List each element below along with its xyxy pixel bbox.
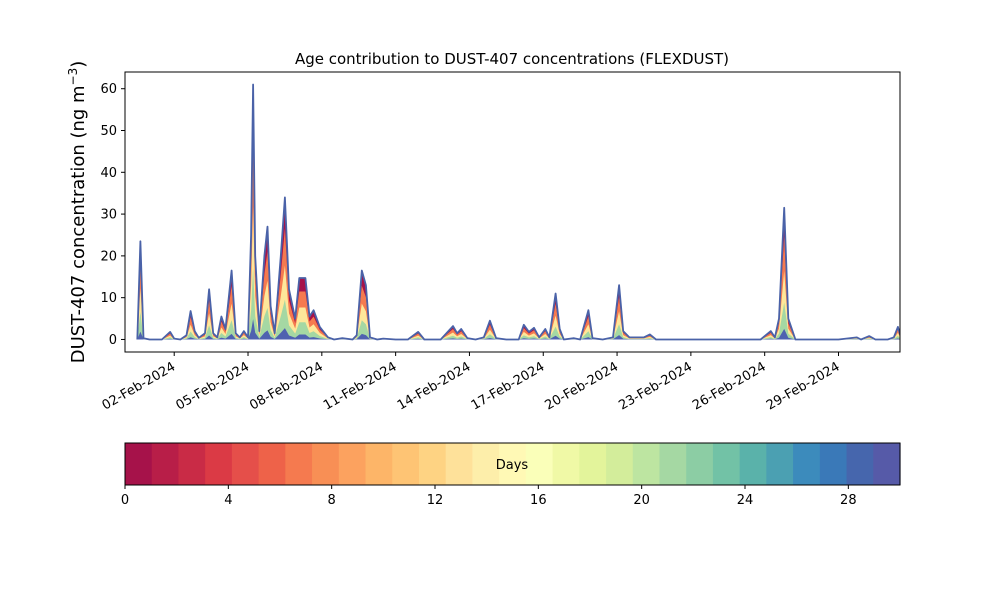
colorbar-segment: [793, 443, 821, 485]
x-tick-label: 20-Feb-2024: [543, 359, 622, 413]
colorbar-segment: [499, 443, 527, 485]
x-tick-label: 05-Feb-2024: [173, 359, 252, 413]
y-tick-label: 60: [100, 82, 117, 97]
colorbar-segment: [873, 443, 901, 485]
colorbar: [125, 443, 901, 485]
colorbar-segment: [632, 443, 661, 485]
y-axis-label-close: ): [68, 61, 89, 68]
colorbar-segment: [579, 443, 607, 485]
colorbar-tick-label: 4: [224, 493, 232, 508]
colorbar-segment: [606, 443, 634, 485]
x-tick-label: 23-Feb-2024: [616, 359, 695, 413]
colorbar-segment: [712, 443, 741, 485]
colorbar-segment: [472, 443, 500, 485]
x-tick-label: 26-Feb-2024: [690, 359, 769, 413]
colorbar-tick-label: 24: [737, 493, 754, 508]
colorbar-segment: [365, 443, 393, 485]
colorbar-segment: [552, 443, 580, 485]
colorbar-segment: [258, 443, 286, 485]
colorbar-segment: [686, 443, 714, 485]
y-tick-label: 40: [100, 166, 117, 181]
colorbar-segment: [525, 443, 554, 485]
colorbar-segment: [178, 443, 206, 485]
colorbar-segment: [739, 443, 767, 485]
x-axis: 02-Feb-202405-Feb-202408-Feb-202411-Feb-…: [100, 352, 843, 413]
x-tick-label: 11-Feb-2024: [321, 359, 400, 413]
y-tick-label: 10: [100, 291, 117, 306]
colorbar-tick-label: 28: [840, 493, 857, 508]
colorbar-segment: [846, 443, 874, 485]
y-tick-label: 0: [109, 333, 117, 348]
colorbar-tick-label: 16: [530, 493, 547, 508]
colorbar-frame: [124, 442, 901, 486]
y-axis-label: DUST-407 concentration (ng m−3): [66, 61, 89, 364]
colorbar-segment: [125, 443, 153, 485]
x-tick-label: 29-Feb-2024: [764, 359, 843, 413]
y-tick-label: 50: [100, 124, 117, 139]
colorbar-tick-label: 20: [633, 493, 650, 508]
x-tick-label: 14-Feb-2024: [395, 359, 474, 413]
colorbar-segment: [392, 443, 420, 485]
y-tick-label: 30: [100, 208, 117, 223]
colorbar-segment: [285, 443, 313, 485]
colorbar-segment: [418, 443, 447, 485]
colorbar-ticks: 0 4 8 12 16 20 24 28: [121, 485, 857, 508]
x-tick-label: 17-Feb-2024: [469, 359, 548, 413]
colorbar-segment: [819, 443, 848, 485]
y-axis: 0 10 20 30 40 50 60: [100, 82, 125, 348]
colorbar-segment: [205, 443, 233, 485]
colorbar-segment: [312, 443, 340, 485]
colorbar-segment: [151, 443, 180, 485]
x-tick-label: 08-Feb-2024: [247, 359, 326, 413]
y-tick-label: 20: [100, 249, 117, 264]
colorbar-segment: [231, 443, 260, 485]
y-axis-label-superscript: −3: [66, 68, 80, 86]
colorbar-segment: [659, 443, 687, 485]
colorbar-tick-label: 12: [427, 493, 444, 508]
colorbar-segment: [766, 443, 794, 485]
colorbar-label: Days: [496, 458, 529, 473]
plot-frame: [124, 71, 901, 353]
colorbar-tick-label: 8: [328, 493, 336, 508]
chart-title: Age contribution to DUST-407 concentrati…: [295, 50, 729, 68]
colorbar-tick-label: 0: [121, 493, 129, 508]
total-series-line: [136, 83, 900, 341]
colorbar-segment: [445, 443, 474, 485]
plot-area: [136, 83, 900, 341]
x-tick-label: 02-Feb-2024: [100, 359, 179, 413]
colorbar-segment: [338, 443, 367, 485]
